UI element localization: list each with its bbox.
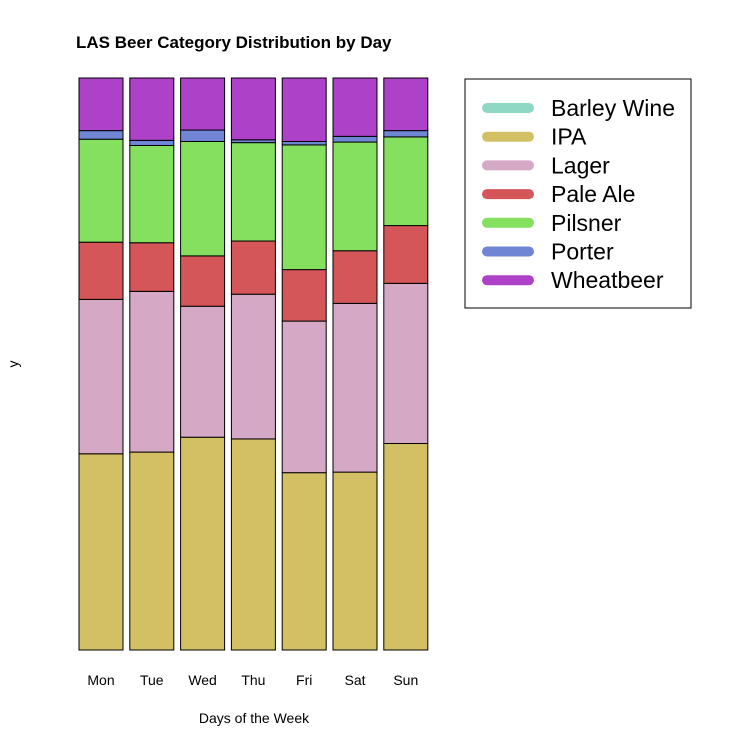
- legend-label-barley-wine: Barley Wine: [551, 95, 675, 121]
- bar-wed-pale-ale: [180, 255, 226, 307]
- bar-fri-wheatbeer: [281, 77, 327, 142]
- x-tick-label: Mon: [87, 672, 114, 688]
- bar-tue-lager: [129, 290, 175, 453]
- bar-mon-ipa: [78, 453, 124, 651]
- bar-fri-porter: [281, 140, 327, 146]
- bar-mon-lager: [78, 298, 124, 455]
- legend-label-pilsner: Pilsner: [551, 210, 622, 236]
- bar-sun-pilsner: [383, 136, 429, 227]
- bar-wed-porter: [180, 129, 226, 142]
- bar-fri-pilsner: [281, 144, 327, 271]
- bar-thu-lager: [230, 293, 276, 440]
- bar-sun-lager: [383, 282, 429, 445]
- bar-sun-pale-ale: [383, 225, 429, 284]
- bar-tue-ipa: [129, 451, 175, 651]
- bar-fri-ipa: [281, 472, 327, 651]
- bar-fri-pale-ale: [281, 269, 327, 322]
- bar-sat-ipa: [332, 471, 378, 651]
- bar-thu-pale-ale: [230, 240, 276, 295]
- legend-label-wheatbeer: Wheatbeer: [551, 267, 664, 293]
- bar-mon-pale-ale: [78, 241, 124, 300]
- bar-wed-lager: [180, 305, 226, 438]
- bar-sat-porter: [332, 135, 378, 143]
- x-tick-label: Fri: [296, 672, 312, 688]
- bar-wed-ipa: [180, 436, 226, 651]
- bar-tue-pale-ale: [129, 242, 175, 292]
- bar-mon-wheatbeer: [78, 77, 124, 132]
- x-tick-label: Thu: [241, 672, 265, 688]
- x-tick-label: Sat: [344, 672, 365, 688]
- x-tick-label: Sun: [393, 672, 418, 688]
- bars-group: [78, 77, 429, 651]
- bar-sat-wheatbeer: [332, 77, 378, 137]
- bar-sat-pale-ale: [332, 250, 378, 304]
- legend-label-pale-ale: Pale Ale: [551, 181, 635, 207]
- bar-mon-porter: [78, 130, 124, 140]
- bar-sat-lager: [332, 302, 378, 473]
- x-tick-label: Wed: [188, 672, 217, 688]
- legend-label-ipa: IPA: [551, 124, 587, 150]
- x-axis-label: Days of the Week: [199, 710, 310, 726]
- bar-thu-wheatbeer: [230, 77, 276, 141]
- bar-mon-pilsner: [78, 138, 124, 243]
- bar-sun-porter: [383, 130, 429, 138]
- chart-title: LAS Beer Category Distribution by Day: [76, 33, 392, 52]
- bar-tue-pilsner: [129, 144, 175, 244]
- bar-wed-pilsner: [180, 140, 226, 257]
- bar-tue-wheatbeer: [129, 77, 175, 141]
- bar-tue-porter: [129, 139, 175, 146]
- bar-sun-wheatbeer: [383, 77, 429, 132]
- x-tick-labels: Mon Tue Wed Thu Fri Sat Sun: [87, 672, 418, 688]
- legend-label-lager: Lager: [551, 152, 610, 178]
- y-axis-label: y: [5, 361, 21, 368]
- x-tick-label: Tue: [140, 672, 164, 688]
- bar-sun-ipa: [383, 443, 429, 651]
- bar-thu-pilsner: [230, 142, 276, 242]
- legend-label-porter: Porter: [551, 239, 614, 265]
- bar-thu-ipa: [230, 438, 276, 651]
- bar-wed-wheatbeer: [180, 77, 226, 131]
- bar-fri-lager: [281, 320, 327, 474]
- bar-sat-pilsner: [332, 141, 378, 252]
